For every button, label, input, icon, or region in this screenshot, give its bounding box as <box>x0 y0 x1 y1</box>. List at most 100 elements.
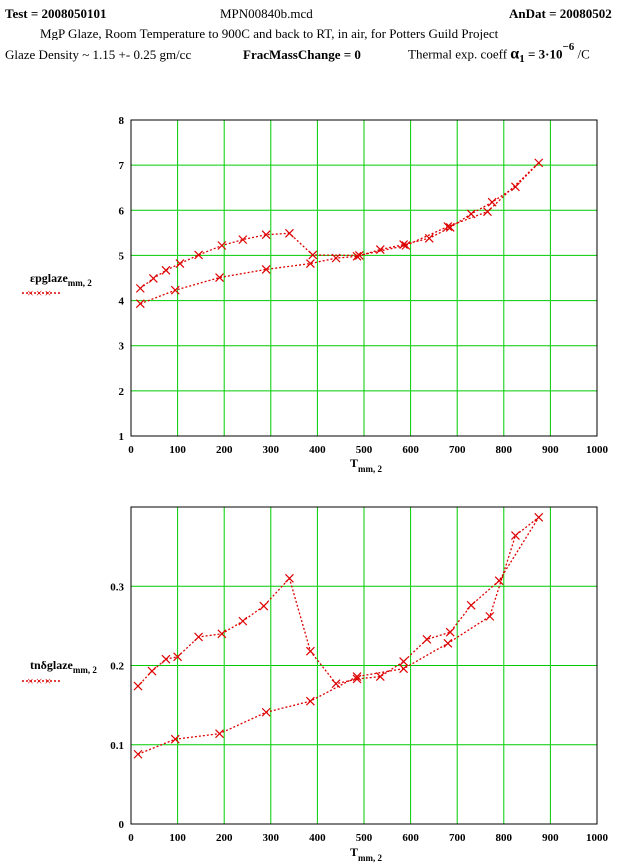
file-name: MPN00840b.mcd <box>220 6 313 21</box>
data-point <box>308 250 318 260</box>
x-axis-label-sub: mm, 2 <box>358 853 382 863</box>
data-point <box>173 652 183 662</box>
x-tick-label: 1000 <box>586 832 609 844</box>
data-point <box>511 182 520 192</box>
data-point <box>534 512 544 522</box>
series-line <box>137 516 540 755</box>
x-tick-label: 100 <box>169 832 186 844</box>
data-point <box>352 251 362 261</box>
x-tick-label: 700 <box>449 444 466 456</box>
x-axis-label: Tmm, 2 <box>350 456 383 474</box>
data-point <box>422 634 432 644</box>
data-point <box>133 681 143 691</box>
x-tick-label: 1000 <box>586 444 609 456</box>
y-axis-label-main: tnδglaze <box>30 658 74 672</box>
data-point <box>215 729 224 739</box>
data-point <box>148 274 158 283</box>
x-tick-label: 600 <box>402 832 419 844</box>
x-axis-label-sub: mm, 2 <box>358 464 382 474</box>
y-tick-label: 7 <box>119 160 125 172</box>
y-tick-label: 0.2 <box>110 661 124 673</box>
chart-1: 0 100 200 300 400 500 600 700 800 900 1000 1 2 3 4 5 6 7 8… <box>22 115 609 474</box>
data-point <box>331 679 341 689</box>
data-point <box>331 253 341 263</box>
data-point <box>261 230 271 240</box>
x-tick-label: 800 <box>496 444 513 456</box>
legend-marker: ××× <box>27 674 53 688</box>
data-point <box>443 222 453 231</box>
data-point <box>424 233 434 243</box>
data-point <box>133 749 143 759</box>
legend-marker: ××× <box>27 286 53 300</box>
data-point <box>170 734 180 744</box>
data-point <box>534 158 544 168</box>
data-point <box>487 197 497 207</box>
x-tick-label: 400 <box>309 444 326 456</box>
alpha-subscript: 1 <box>519 52 525 65</box>
data-point <box>135 283 145 293</box>
x-tick-label: 500 <box>356 444 373 456</box>
y-axis-label-sub: mm, 2 <box>73 665 97 675</box>
y-axis-label-main: εpglaze <box>30 271 68 285</box>
data-point <box>194 250 203 260</box>
y-axis-label: εpglazemm, 2 <box>30 271 92 288</box>
data-point <box>401 241 411 250</box>
data-point <box>305 696 315 706</box>
data-point <box>375 672 385 682</box>
x-axis-label-main: T <box>350 456 358 470</box>
x-axis-label-main: T <box>350 845 358 859</box>
x-tick-label: 900 <box>542 444 559 456</box>
data-point <box>194 632 203 642</box>
chart-2: 0 100 200 300 400 500 600 700 800 900 1000 0 0.1 0.2 0… <box>22 506 609 863</box>
x-tick-label: 100 <box>169 444 186 456</box>
data-point <box>466 600 476 610</box>
data-point <box>285 228 294 238</box>
x-tick-label: 200 <box>216 832 233 844</box>
data-point <box>238 616 248 626</box>
plot-frame <box>130 119 598 437</box>
data-point <box>261 707 271 717</box>
series-line <box>139 162 540 305</box>
y-tick-label: 0.1 <box>110 740 124 752</box>
alpha-exponent: −6 <box>562 41 575 53</box>
data-point <box>170 285 180 295</box>
data-point <box>259 601 269 611</box>
data-point <box>445 627 455 637</box>
data-point <box>135 299 145 309</box>
thermal-expansion: Thermal exp. coeff α1 = 3·10−6 /C <box>408 40 590 69</box>
y-tick-label: 8 <box>119 115 125 127</box>
data-point <box>285 573 294 583</box>
data-point <box>399 664 409 674</box>
y-tick-label: 6 <box>119 205 125 217</box>
data-point <box>305 646 315 656</box>
y-tick-label: 0.3 <box>110 581 124 593</box>
data-point <box>217 241 227 250</box>
data-point <box>354 251 364 260</box>
data-point <box>485 611 495 621</box>
data-point <box>494 576 504 586</box>
y-tick-label: 4 <box>119 296 125 308</box>
y-tick-label: 1 <box>119 431 125 443</box>
x-tick-label: 700 <box>449 832 466 844</box>
data-point <box>443 638 453 648</box>
x-tick-label: 600 <box>402 444 419 456</box>
y-tick-label: 0 <box>119 819 125 831</box>
data-point <box>483 207 492 217</box>
x-tick-label: 300 <box>263 832 280 844</box>
y-axis-label: tnδglazemm, 2 <box>30 658 97 675</box>
alpha-symbol: α <box>510 45 520 63</box>
x-tick-label: 800 <box>496 832 513 844</box>
data-point <box>217 629 227 639</box>
glaze-density: Glaze Density ~ 1.15 +- 0.25 gm/cc <box>5 47 192 62</box>
y-tick-label: 5 <box>119 250 125 262</box>
frac-mass-change: FracMassChange = 0 <box>243 47 361 62</box>
x-tick-label: 500 <box>356 832 373 844</box>
y-tick-label: 2 <box>119 386 125 398</box>
x-tick-label: 300 <box>263 444 280 456</box>
data-point <box>305 259 315 268</box>
alpha-unit: /C <box>574 46 590 62</box>
data-point <box>161 654 171 664</box>
thermal-prefix: Thermal exp. coeff <box>408 46 508 62</box>
x-tick-label: 400 <box>309 832 326 844</box>
